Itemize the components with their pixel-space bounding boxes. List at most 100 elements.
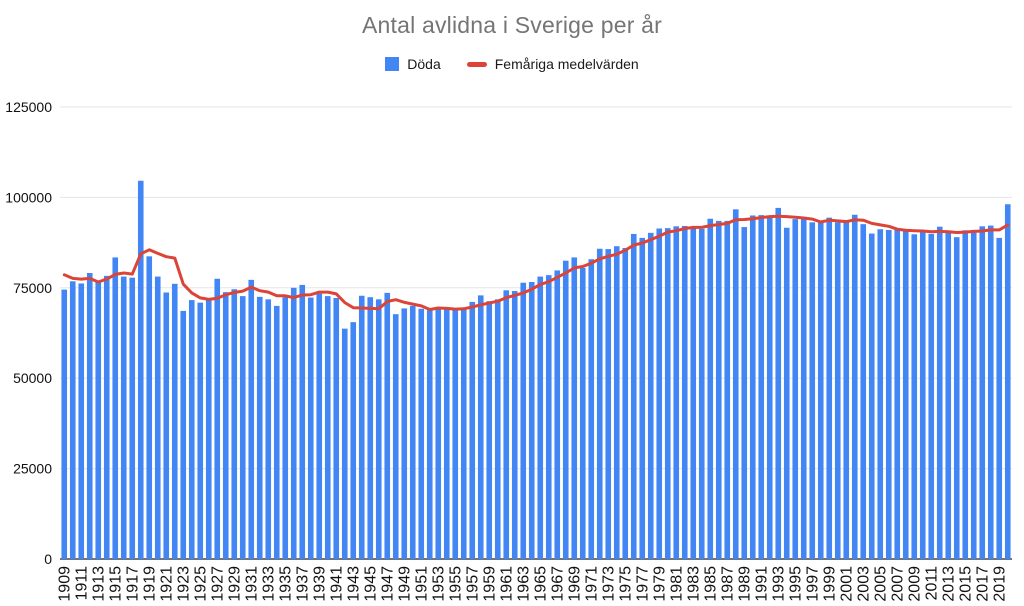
bar-1982[interactable]	[681, 225, 688, 559]
bar-1978[interactable]	[647, 232, 654, 559]
bar-1974[interactable]	[613, 246, 620, 559]
bar-1951[interactable]	[418, 308, 425, 559]
bar-2010[interactable]	[919, 231, 926, 559]
bar-1939[interactable]	[316, 293, 323, 559]
bar-1984[interactable]	[698, 228, 705, 560]
bar-1929[interactable]	[231, 289, 238, 559]
bar-1980[interactable]	[664, 228, 671, 559]
bar-1957[interactable]	[469, 301, 476, 559]
bar-1979[interactable]	[656, 228, 663, 560]
bar-1915[interactable]	[112, 257, 119, 559]
bar-1993[interactable]	[775, 207, 782, 559]
bar-1952[interactable]	[426, 310, 433, 559]
bar-1994[interactable]	[783, 227, 790, 559]
bar-1976[interactable]	[630, 233, 637, 560]
bar-1954[interactable]	[443, 309, 450, 560]
bar-2008[interactable]	[902, 229, 909, 559]
bar-1944[interactable]	[358, 295, 365, 559]
bar-2020[interactable]	[1004, 204, 1011, 559]
bar-2009[interactable]	[911, 234, 918, 559]
bar-1973[interactable]	[605, 249, 612, 560]
bar-1990[interactable]	[749, 215, 756, 560]
bar-2019[interactable]	[996, 237, 1003, 559]
bar-1920[interactable]	[154, 276, 161, 559]
bar-1938[interactable]	[307, 297, 314, 559]
bar-2007[interactable]	[894, 229, 901, 559]
bar-1912[interactable]	[86, 272, 93, 559]
bar-1991[interactable]	[758, 215, 765, 559]
bar-1928[interactable]	[222, 292, 229, 559]
bar-1948[interactable]	[392, 314, 399, 559]
bar-1983[interactable]	[690, 228, 697, 560]
bar-2004[interactable]	[868, 233, 875, 559]
bar-1909[interactable]	[61, 289, 68, 559]
bar-1926[interactable]	[205, 299, 212, 559]
bar-1958[interactable]	[477, 295, 484, 559]
bar-1985[interactable]	[707, 218, 714, 560]
bar-1918[interactable]	[137, 180, 144, 559]
bar-1932[interactable]	[256, 296, 263, 559]
bar-2017[interactable]	[979, 226, 986, 559]
bar-1953[interactable]	[435, 307, 442, 559]
bar-1930[interactable]	[239, 296, 246, 559]
bar-2005[interactable]	[877, 229, 884, 559]
bar-1970[interactable]	[579, 267, 586, 559]
bar-1977[interactable]	[639, 237, 646, 559]
bar-1924[interactable]	[188, 300, 195, 559]
bar-1999[interactable]	[826, 217, 833, 559]
bar-1923[interactable]	[180, 310, 187, 559]
bar-1935[interactable]	[282, 297, 289, 559]
bar-1941[interactable]	[333, 297, 340, 559]
bar-1925[interactable]	[197, 302, 204, 559]
bar-1997[interactable]	[809, 222, 816, 559]
bar-1950[interactable]	[409, 305, 416, 559]
bar-1964[interactable]	[528, 282, 535, 559]
moving-average-line[interactable]	[62, 214, 1010, 311]
bar-1967[interactable]	[554, 270, 561, 559]
bar-1995[interactable]	[792, 219, 799, 559]
bar-2018[interactable]	[987, 225, 994, 559]
bar-2012[interactable]	[936, 226, 943, 559]
bar-1966[interactable]	[545, 275, 552, 559]
legend-item-femariga-medelvarden[interactable]: Femåriga medelvärden	[466, 56, 639, 72]
bar-1942[interactable]	[341, 328, 348, 559]
bar-1940[interactable]	[324, 296, 331, 559]
bar-2000[interactable]	[834, 222, 841, 559]
bar-2006[interactable]	[885, 229, 892, 559]
bar-1962[interactable]	[511, 291, 518, 559]
bar-1998[interactable]	[817, 222, 824, 559]
bar-1946[interactable]	[375, 299, 382, 559]
legend-item-doda[interactable]: Döda	[385, 56, 441, 72]
bar-2014[interactable]	[953, 237, 960, 559]
bar-1986[interactable]	[715, 220, 722, 559]
bar-1916[interactable]	[120, 276, 127, 559]
bar-1968[interactable]	[562, 260, 569, 559]
bar-1961[interactable]	[503, 290, 510, 559]
bar-2011[interactable]	[928, 233, 935, 560]
bar-1949[interactable]	[401, 308, 408, 559]
bar-1931[interactable]	[248, 279, 255, 559]
bar-1981[interactable]	[673, 226, 680, 559]
bar-1956[interactable]	[460, 307, 467, 559]
bar-1934[interactable]	[273, 305, 280, 559]
bar-2015[interactable]	[962, 230, 969, 559]
bar-1922[interactable]	[171, 283, 178, 559]
bar-1975[interactable]	[622, 248, 629, 559]
bar-1960[interactable]	[494, 299, 501, 559]
bar-1919[interactable]	[146, 256, 153, 559]
bar-1911[interactable]	[78, 283, 85, 559]
bar-1963[interactable]	[520, 282, 527, 559]
bar-1987[interactable]	[724, 220, 731, 559]
bar-2002[interactable]	[851, 214, 858, 559]
bar-1989[interactable]	[741, 227, 748, 560]
bar-2013[interactable]	[945, 232, 952, 560]
bar-1992[interactable]	[766, 215, 773, 559]
bar-1971[interactable]	[588, 259, 595, 559]
bar-1933[interactable]	[265, 299, 272, 559]
bar-2001[interactable]	[843, 222, 850, 559]
bar-1937[interactable]	[299, 284, 306, 559]
bar-1921[interactable]	[163, 292, 170, 560]
bar-2016[interactable]	[970, 229, 977, 559]
bar-1945[interactable]	[367, 297, 374, 559]
bar-1972[interactable]	[596, 248, 603, 559]
